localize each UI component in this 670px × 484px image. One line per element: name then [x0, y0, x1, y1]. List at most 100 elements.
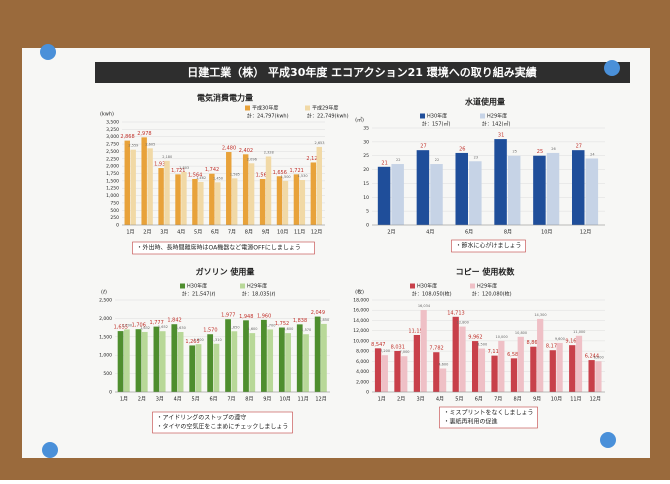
y-tick-label: 2,000	[356, 379, 369, 385]
bar	[469, 161, 482, 225]
bar	[595, 361, 602, 392]
x-tick-label: 5月	[192, 397, 200, 403]
bar	[278, 327, 285, 392]
pin	[42, 442, 58, 458]
bar	[123, 329, 130, 392]
y-tick-label: 30	[363, 139, 369, 145]
value-label: 26	[459, 146, 465, 152]
x-tick-label: 2月	[138, 397, 146, 403]
bar	[478, 348, 486, 392]
y-tick-label: 4,000	[356, 369, 369, 375]
value-label: 1,948	[239, 314, 253, 320]
y-tick-label: 6,000	[356, 359, 369, 365]
x-tick-label: 7月	[227, 397, 235, 403]
x-tick-label: 4月	[174, 397, 182, 403]
x-tick-label: 5月	[194, 230, 202, 236]
x-tick-label: 6月	[209, 397, 217, 403]
legend-label: H30年度	[427, 113, 447, 120]
bar	[130, 149, 136, 225]
value-label: 14,713	[447, 310, 465, 316]
bar	[459, 326, 466, 392]
bar	[391, 164, 404, 225]
value-label: 22	[396, 158, 400, 162]
value-label: 25	[512, 150, 516, 154]
x-tick-label: 2月	[387, 230, 395, 236]
legend-total: 計：142(㎥)	[482, 121, 510, 128]
value-label: 9,161	[565, 339, 579, 345]
bar	[189, 345, 196, 392]
bar	[571, 150, 585, 225]
value-label: 1,652	[158, 325, 168, 329]
legend-label: 平成30年度	[252, 105, 278, 112]
bar	[296, 324, 303, 392]
legend-label: H30年度	[187, 283, 207, 290]
bar	[494, 139, 507, 225]
value-label: 27	[576, 144, 582, 150]
value-label: 1,742	[205, 167, 219, 173]
bar	[321, 323, 327, 392]
y-tick-label: 0	[109, 390, 112, 396]
bar	[575, 335, 583, 392]
value-label: 7,000	[400, 350, 410, 354]
y-tick-label: 1,500	[99, 334, 112, 340]
bar	[249, 333, 256, 392]
bar	[314, 316, 321, 392]
value-label: 2,653	[314, 141, 324, 145]
bar	[433, 352, 440, 392]
y-tick-label: 5	[366, 209, 369, 215]
bar	[153, 326, 160, 392]
x-tick-label: 12月	[315, 397, 326, 403]
value-label: 6,585	[507, 352, 521, 358]
value-label: 1,700	[122, 323, 132, 327]
note: ・節水に心がけましょう	[456, 242, 522, 250]
value-label: 8,031	[391, 344, 405, 350]
bar	[192, 178, 198, 225]
bar	[242, 154, 249, 225]
x-tick-label: 4月	[426, 230, 434, 236]
value-label: 1,655	[114, 325, 128, 331]
y-tick-label: 3,250	[106, 127, 119, 133]
note-box	[132, 241, 315, 255]
y-tick-label: 25	[363, 153, 369, 159]
value-label: 23	[474, 155, 478, 159]
bar	[164, 160, 170, 225]
bar	[530, 346, 537, 392]
legend-swatch	[180, 283, 185, 289]
bar	[416, 150, 430, 225]
y-axis-label: (kwh)	[100, 112, 114, 118]
value-label: 11,155	[408, 328, 426, 334]
bar	[310, 162, 317, 225]
value-label: 10,000	[495, 335, 507, 339]
x-tick-label: 7月	[228, 230, 236, 236]
bar	[225, 319, 231, 392]
value-label: 2,096	[247, 157, 257, 161]
bar	[549, 350, 556, 392]
legend-label: H29年度	[487, 113, 507, 120]
value-label: 10,800	[515, 331, 527, 335]
value-label: 21	[381, 160, 387, 166]
legend-total: 計：120,080(枚)	[472, 291, 512, 298]
y-tick-label: 1,750	[106, 171, 119, 177]
bar	[141, 137, 147, 225]
value-label: 1,803	[179, 166, 189, 170]
value-label: 4,600	[438, 362, 448, 366]
x-tick-label: 6月	[475, 397, 483, 403]
legend-total: 計：108,050(枚)	[412, 291, 452, 298]
y-tick-label: 10,000	[353, 338, 369, 344]
y-tick-label: 1,000	[99, 353, 112, 359]
chart-title: ガソリン 使用量	[196, 267, 255, 277]
y-tick-label: 8,000	[356, 349, 369, 355]
note: ・外出時、長時間離席時はOA機器など電源OFFにしましょう	[137, 244, 301, 252]
poster-title: 日建工業（株） 平成30年度 エコアクション21 環境への取り組み実績	[187, 65, 537, 79]
value-label: 2,978	[137, 131, 151, 137]
note: ・ミスプリントをなくしましょう	[444, 410, 534, 417]
y-tick-label: 2,000	[106, 164, 119, 170]
value-label: 1,706	[132, 323, 146, 329]
bar	[377, 166, 391, 225]
value-label: 2,049	[311, 310, 325, 316]
y-tick-label: 0	[366, 223, 369, 229]
value-label: 1,310	[212, 338, 222, 342]
x-tick-label: 11月	[294, 230, 305, 236]
